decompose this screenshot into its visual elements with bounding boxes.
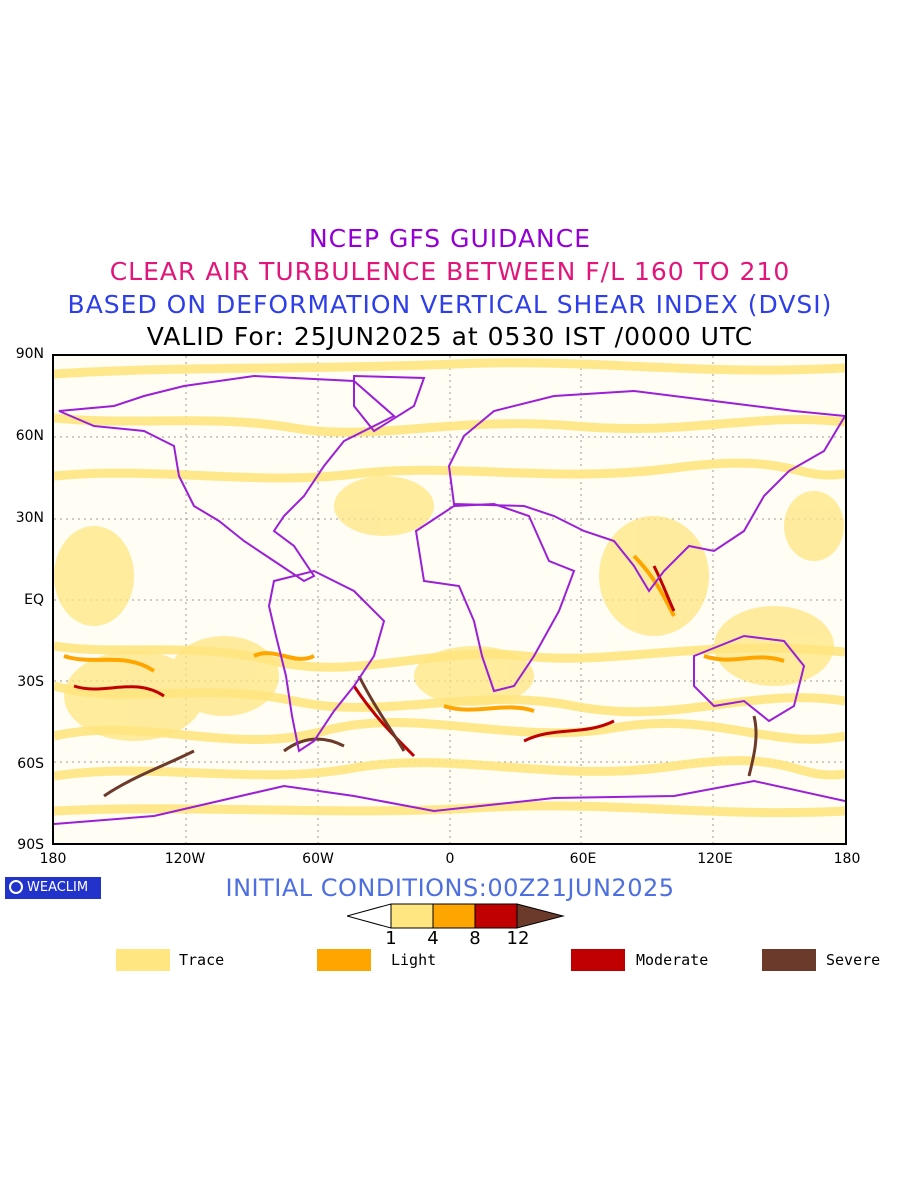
legend-label-severe: Severe xyxy=(826,951,881,969)
lon-label-120w: 120W xyxy=(164,851,206,867)
antarctica-coast xyxy=(54,779,845,825)
turbulence-map xyxy=(52,354,847,845)
chart-subtitle-method: BASED ON DEFORMATION VERTICAL SHEAR INDE… xyxy=(67,290,833,319)
lat-label-eq: EQ xyxy=(24,592,44,608)
africa-coast xyxy=(414,502,576,693)
lat-label-30n: 30N xyxy=(15,510,44,526)
australia-coast xyxy=(693,634,806,723)
map-svg xyxy=(54,356,845,843)
weaclim-logo: WEACLIM xyxy=(5,877,101,899)
light-streaks xyxy=(63,554,785,713)
logo-text: WEACLIM xyxy=(27,880,89,895)
legend-label-moderate: Moderate xyxy=(636,951,709,969)
colorbar-low-arrow xyxy=(347,903,392,929)
moderate-streaks xyxy=(73,565,676,758)
colorbar-trace xyxy=(390,903,434,929)
colorbar-severe-arrow xyxy=(516,903,565,929)
colorbar-label-4: 4 xyxy=(427,928,439,949)
initial-conditions: INITIAL CONDITIONS:00Z21JUN2025 xyxy=(225,874,675,902)
colorbar-moderate xyxy=(474,903,518,929)
trace-patches xyxy=(54,476,844,741)
chart-subtitle-product: CLEAR AIR TURBULENCE BETWEEN F/L 160 TO … xyxy=(109,257,791,286)
colorbar-light xyxy=(432,903,476,929)
lat-label-90s: 90S xyxy=(17,837,44,853)
colorbar-label-12: 12 xyxy=(506,928,530,949)
lat-label-60n: 60N xyxy=(15,428,44,444)
eurasia-coast xyxy=(447,389,845,593)
coastlines xyxy=(54,374,845,825)
legend-label-light: Light xyxy=(391,951,437,969)
lon-label-120e: 120E xyxy=(697,851,733,867)
lon-label-180w: 180 xyxy=(39,851,67,867)
legend-swatch-moderate xyxy=(571,949,625,971)
legend-swatch-severe xyxy=(762,949,816,971)
valid-time: VALID For: 25JUN2025 at 0530 IST /0000 U… xyxy=(146,322,754,351)
chart-title: NCEP GFS GUIDANCE xyxy=(308,224,591,253)
south-america-coast xyxy=(267,569,386,753)
logo-circle-icon xyxy=(9,880,23,894)
trace-bands xyxy=(54,358,845,818)
colorbar-label-8: 8 xyxy=(469,928,481,949)
lon-label-0: 0 xyxy=(445,851,455,867)
legend-swatch-trace xyxy=(116,949,170,971)
colorbar-label-1: 1 xyxy=(385,928,397,949)
lat-label-90n: 90N xyxy=(15,346,44,362)
lon-label-60w: 60W xyxy=(302,851,334,867)
lon-label-180e: 180 xyxy=(833,851,861,867)
severe-streaks xyxy=(103,675,758,798)
legend-swatch-light xyxy=(317,949,371,971)
colorbar xyxy=(347,903,565,929)
lon-label-60e: 60E xyxy=(569,851,597,867)
legend-label-trace: Trace xyxy=(179,951,225,969)
north-america-coast xyxy=(58,374,396,583)
lat-label-30s: 30S xyxy=(17,674,44,690)
greenland-coast xyxy=(353,374,426,433)
lat-label-60s: 60S xyxy=(17,756,44,772)
